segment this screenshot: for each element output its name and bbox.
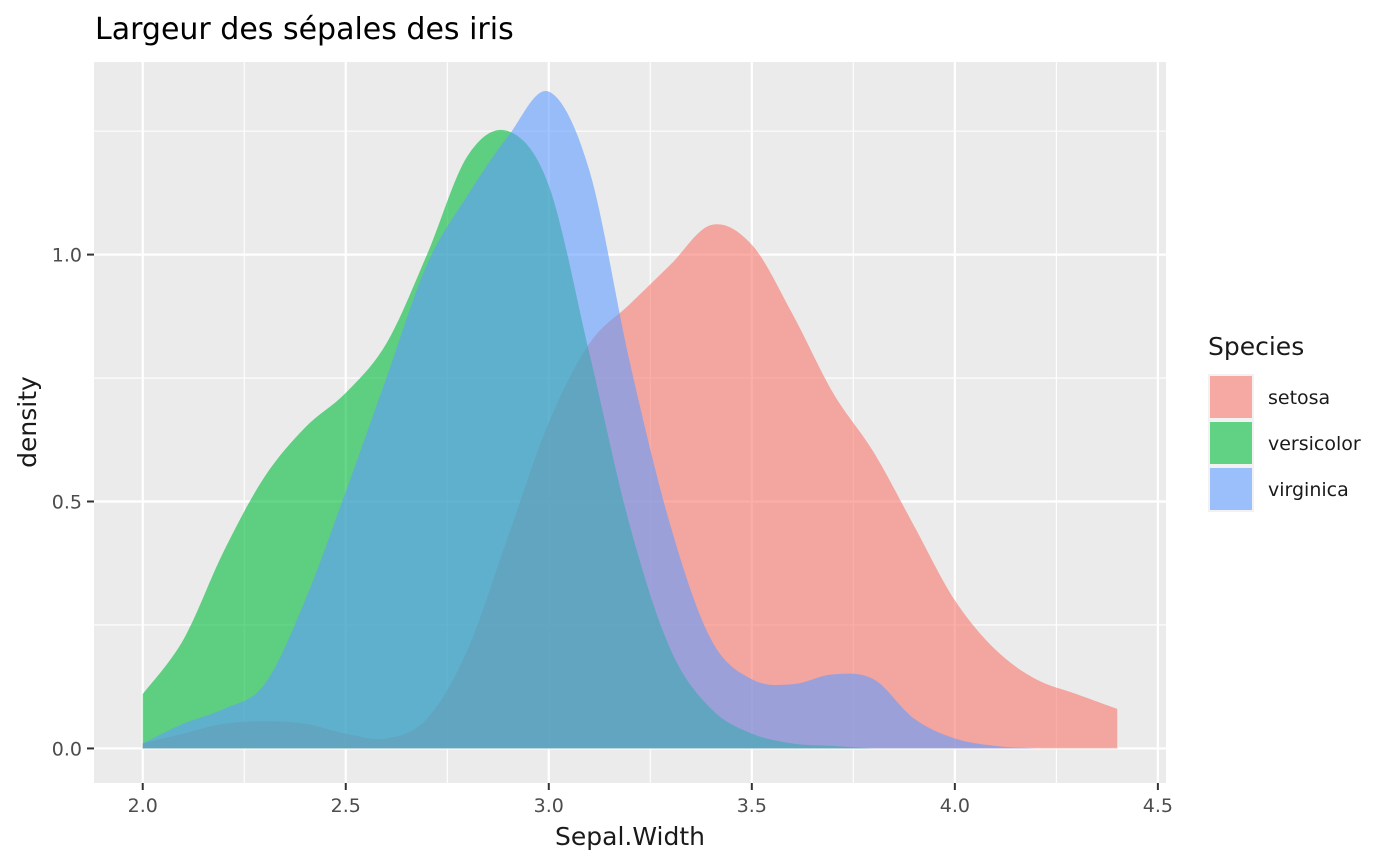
legend-label-setosa: setosa [1268, 387, 1330, 409]
legend-title: Species [1208, 332, 1304, 361]
legend-label-virginica: virginica [1268, 479, 1349, 501]
x-tick-label: 3.0 [534, 795, 564, 817]
legend-keys: setosa versicolor virginica [1208, 374, 1361, 512]
density-areas [142, 90, 1118, 749]
y-tick-label: 0.5 [52, 492, 82, 514]
chart-title: Largeur des sépales des iris [95, 12, 514, 47]
density-area-virginica [142, 90, 1037, 749]
legend-key-setosa [1210, 376, 1252, 418]
x-tick-label: 2.0 [128, 795, 158, 817]
x-tick-label: 3.5 [737, 795, 767, 817]
legend-key-virginica [1210, 468, 1252, 510]
legend: Species setosa versicolor virginica [1208, 332, 1361, 512]
y-axis-title: density [13, 376, 42, 468]
y-axis: 0.0 0.5 1.0 [52, 245, 94, 760]
x-tick-label: 4.5 [1143, 795, 1173, 817]
y-tick-label: 0.0 [52, 738, 82, 760]
x-axis: 2.0 2.5 3.0 3.5 4.0 4.5 [128, 783, 1173, 817]
x-tick-label: 2.5 [331, 795, 361, 817]
y-tick-label: 1.0 [52, 245, 82, 267]
x-tick-label: 4.0 [940, 795, 970, 817]
x-axis-title: Sepal.Width [555, 822, 705, 851]
legend-key-versicolor [1210, 422, 1252, 464]
legend-label-versicolor: versicolor [1268, 433, 1361, 455]
